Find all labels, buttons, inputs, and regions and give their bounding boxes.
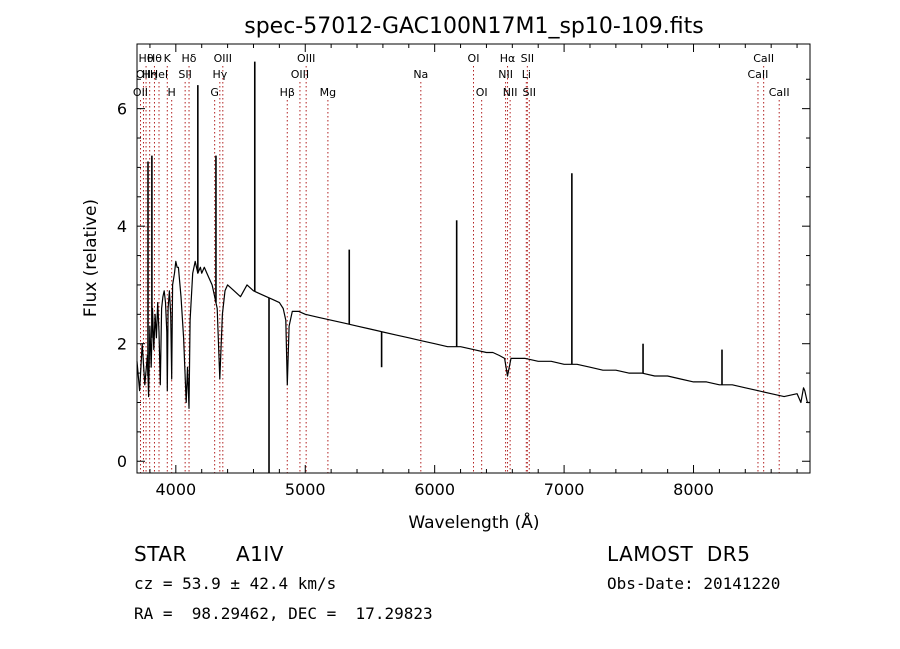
- coordinates: RA = 98.29462, DEC = 17.29823: [134, 604, 433, 623]
- reference-line-label: K: [164, 52, 172, 65]
- reference-line-label: OI: [468, 52, 480, 65]
- x-axis: 4000 5000 6000 7000 8000: [149, 44, 798, 499]
- y-tick-label: 6: [117, 100, 127, 119]
- reference-line-label: Hα: [500, 52, 516, 65]
- x-tick-label: 6000: [414, 480, 455, 499]
- reference-line-label: CaII: [769, 86, 790, 99]
- reference-line-label: G: [210, 86, 219, 99]
- x-tick-label: 5000: [285, 480, 326, 499]
- y-tick-label: 4: [117, 217, 127, 236]
- reference-lines: [139, 66, 780, 473]
- reference-line-label: SII: [178, 68, 191, 81]
- reference-line-label: Hθ: [147, 52, 162, 65]
- x-tick-label: 4000: [155, 480, 196, 499]
- plot-area: [136, 61, 810, 473]
- reference-line-labels: OIIOIIHθHηHθHeIKHSIIHδGHγOIIIHβOIIIOIIIM…: [133, 52, 790, 99]
- reference-line-label: OI: [476, 86, 488, 99]
- reference-line-label: Hβ: [280, 86, 295, 99]
- reference-line-label: OIII: [214, 52, 232, 65]
- reference-line-label: Mg: [320, 86, 336, 99]
- reference-line-label: SII: [523, 86, 536, 99]
- reference-line-label: SII: [521, 52, 534, 65]
- reference-line-label: OIII: [291, 68, 309, 81]
- observation-date: Obs-Date: 20141220: [607, 574, 781, 593]
- reference-line-label: Na: [413, 68, 428, 81]
- spectrum-line: [136, 260, 810, 409]
- reference-line-label: NII: [503, 86, 518, 99]
- x-tick-label: 7000: [544, 480, 585, 499]
- redshift-cz: cz = 53.9 ± 42.4 km/s: [134, 574, 337, 593]
- reference-line-label: Li: [522, 68, 531, 81]
- x-axis-label: Wavelength (Å): [408, 511, 539, 533]
- object-class: STAR: [134, 542, 187, 566]
- survey-name: LAMOST DR5: [607, 542, 751, 566]
- reference-line-label: Hη: [142, 68, 157, 81]
- reference-line-label: OII: [136, 68, 151, 81]
- y-tick-label: 0: [117, 452, 127, 471]
- reference-line-label: OIII: [297, 52, 315, 65]
- reference-line-label: OII: [133, 86, 148, 99]
- reference-line-label: Hθ: [139, 52, 154, 65]
- plot-frame: [136, 43, 811, 474]
- object-subclass: A1IV: [236, 542, 284, 566]
- chart-title: spec-57012-GAC100N17M1_sp10-109.fits: [244, 14, 704, 39]
- y-axis-label: Flux (relative): [81, 199, 101, 317]
- reference-line-label: H: [168, 86, 176, 99]
- reference-line-label: Hγ: [212, 68, 227, 81]
- reference-line-label: HeI: [150, 68, 168, 81]
- reference-line-label: Hδ: [182, 52, 197, 65]
- reference-line-label: NII: [498, 68, 513, 81]
- reference-line-label: CaII: [748, 68, 769, 81]
- y-tick-label: 2: [117, 335, 127, 354]
- x-tick-label: 8000: [673, 480, 714, 499]
- y-axis: 0 2 4 6: [117, 78, 810, 471]
- reference-line-label: CaII: [753, 52, 774, 65]
